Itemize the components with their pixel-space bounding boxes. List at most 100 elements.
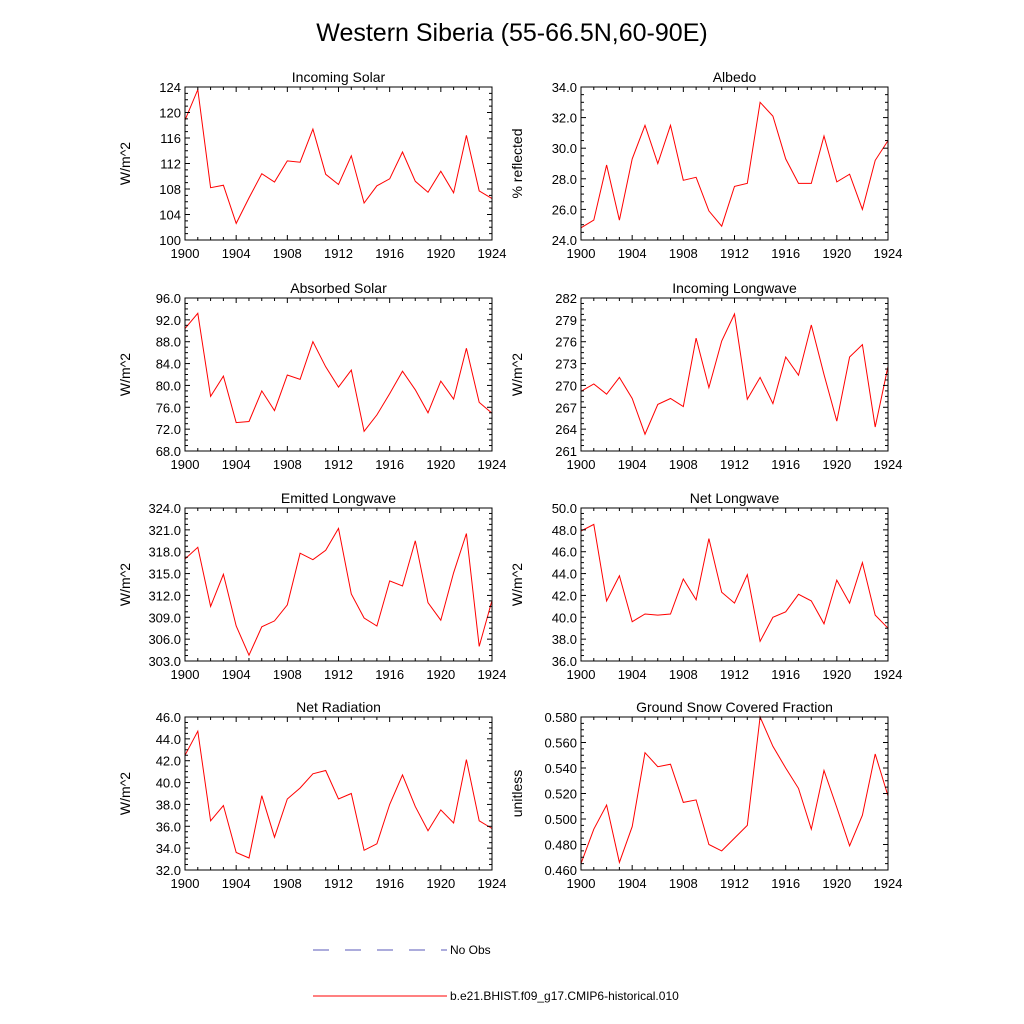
y-tick-label: 32.0 <box>552 111 577 126</box>
x-tick-label: 1920 <box>822 667 851 682</box>
y-tick-label: 40.0 <box>156 776 181 791</box>
y-tick-label: 104 <box>159 208 181 223</box>
y-tick-label: 315.0 <box>148 567 181 582</box>
x-tick-label: 1920 <box>426 667 455 682</box>
y-tick-label: 124 <box>159 80 181 95</box>
y-tick-label: 44.0 <box>552 567 577 582</box>
x-tick-label: 1924 <box>874 876 903 891</box>
y-tick-label: 88.0 <box>156 335 181 350</box>
y-axis-label: W/m^2 <box>117 353 133 396</box>
y-tick-label: 303.0 <box>148 654 181 669</box>
panel-6: Net Longwave 1900 1904 1908 1912 1916 1920 1924… <box>509 490 902 682</box>
x-tick-label: 1900 <box>171 667 200 682</box>
y-tick-label: 0.580 <box>544 710 577 725</box>
panels: Incoming Solar 1900 1904 1908 1912 1916 1920 19… <box>117 69 902 891</box>
x-tick-label: 1900 <box>171 876 200 891</box>
x-tick-label: 1908 <box>669 876 698 891</box>
x-tick-label: 1904 <box>618 457 647 472</box>
x-tick-label: 1908 <box>669 246 698 261</box>
panel-title: Incoming Longwave <box>672 280 797 296</box>
y-tick-label: 0.480 <box>544 838 577 853</box>
y-tick-label: 68.0 <box>156 444 181 459</box>
panel-title: Net Radiation <box>296 699 381 715</box>
legend-obs-label: No Obs <box>450 943 491 957</box>
x-tick-label: 1904 <box>222 667 251 682</box>
legend-model-label: b.e21.BHIST.f09_g17.CMIP6-historical.010 <box>450 989 679 1003</box>
x-tick-label: 1916 <box>771 246 800 261</box>
y-tick-label: 42.0 <box>156 754 181 769</box>
y-axis-label: W/m^2 <box>509 353 525 396</box>
x-tick-label: 1904 <box>618 667 647 682</box>
panel-2: Albedo 1900 1904 1908 1912 1916 1920 1924 24.0 26… <box>509 69 902 261</box>
panel-7: Net Radiation 1900 1904 1908 1912 1916 1920 192… <box>117 699 506 891</box>
y-tick-label: 92.0 <box>156 313 181 328</box>
panel-title: Emitted Longwave <box>281 490 396 506</box>
y-tick-label: 38.0 <box>552 632 577 647</box>
y-tick-label: 120 <box>159 106 181 121</box>
x-tick-label: 1908 <box>273 246 302 261</box>
y-tick-label: 96.0 <box>156 291 181 306</box>
y-tick-label: 48.0 <box>552 523 577 538</box>
y-tick-label: 72.0 <box>156 422 181 437</box>
series-line <box>184 527 493 657</box>
x-tick-label: 1920 <box>426 246 455 261</box>
panel-4: Incoming Longwave 1900 1904 1908 1912 1916 192… <box>509 280 902 472</box>
y-tick-label: 264 <box>555 422 577 437</box>
x-tick-label: 1912 <box>324 246 353 261</box>
y-tick-label: 0.560 <box>544 736 577 751</box>
x-tick-label: 1904 <box>618 246 647 261</box>
x-tick-label: 1916 <box>771 876 800 891</box>
y-tick-label: 0.500 <box>544 812 577 827</box>
x-tick-label: 1912 <box>324 667 353 682</box>
y-tick-label: 321.0 <box>148 523 181 538</box>
x-tick-label: 1916 <box>375 876 404 891</box>
series-line <box>580 312 889 436</box>
y-tick-label: 112 <box>160 157 181 172</box>
x-tick-label: 1900 <box>567 876 596 891</box>
y-axis-label: % reflected <box>509 128 525 198</box>
x-tick-label: 1912 <box>324 876 353 891</box>
y-tick-label: 38.0 <box>156 797 181 812</box>
y-tick-label: 46.0 <box>552 545 577 560</box>
y-tick-label: 76.0 <box>156 400 181 415</box>
panel-title: Absorbed Solar <box>290 280 387 296</box>
x-tick-label: 1924 <box>478 876 507 891</box>
x-tick-label: 1904 <box>618 876 647 891</box>
y-tick-label: 261 <box>555 444 577 459</box>
y-tick-label: 26.0 <box>552 202 577 217</box>
y-tick-label: 324.0 <box>148 501 181 516</box>
x-tick-label: 1900 <box>567 246 596 261</box>
x-tick-label: 1908 <box>273 667 302 682</box>
x-tick-label: 1900 <box>567 667 596 682</box>
series-line <box>184 729 493 859</box>
series-line <box>184 87 493 225</box>
y-tick-label: 24.0 <box>552 233 577 248</box>
x-tick-label: 1924 <box>478 457 507 472</box>
series-line <box>184 312 493 433</box>
x-tick-label: 1924 <box>874 667 903 682</box>
x-tick-label: 1904 <box>222 876 251 891</box>
y-tick-label: 312.0 <box>148 588 181 603</box>
y-axis-label: unitless <box>509 770 525 817</box>
series-line <box>580 101 889 229</box>
y-axis-label: W/m^2 <box>117 563 133 606</box>
y-tick-label: 306.0 <box>148 632 181 647</box>
x-tick-label: 1916 <box>375 246 404 261</box>
x-tick-label: 1912 <box>720 457 749 472</box>
x-tick-label: 1924 <box>874 246 903 261</box>
y-tick-label: 282 <box>555 291 577 306</box>
panel-5: Emitted Longwave 1900 1904 1908 1912 1916 1920… <box>117 490 506 682</box>
panel-title: Ground Snow Covered Fraction <box>636 699 833 715</box>
x-tick-label: 1916 <box>375 667 404 682</box>
y-tick-label: 0.460 <box>544 863 577 878</box>
series-line <box>580 523 889 643</box>
x-tick-label: 1900 <box>171 246 200 261</box>
panel-1: Incoming Solar 1900 1904 1908 1912 1916 1920 19… <box>117 69 506 261</box>
x-tick-label: 1920 <box>822 457 851 472</box>
x-tick-label: 1900 <box>567 457 596 472</box>
panel-title: Albedo <box>713 69 757 85</box>
y-axis-label: W/m^2 <box>509 563 525 606</box>
y-tick-label: 273 <box>555 357 577 372</box>
